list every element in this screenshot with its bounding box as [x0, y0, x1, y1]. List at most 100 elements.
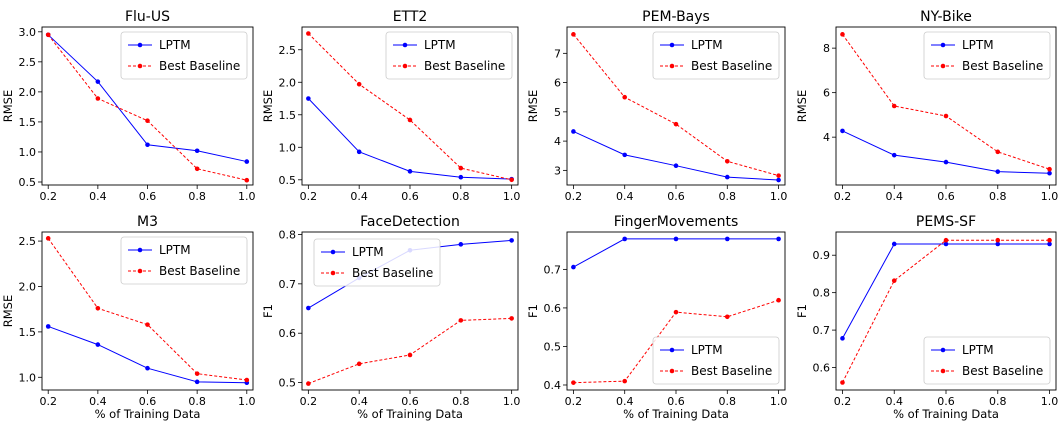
- data-point: [724, 314, 730, 320]
- data-point: [840, 380, 845, 385]
- x-tick-label: 0.2: [39, 395, 57, 408]
- data-point: [673, 236, 679, 242]
- data-point: [145, 365, 150, 371]
- x-tick-label: 0.6: [937, 190, 955, 203]
- legend-marker: [669, 368, 675, 374]
- series-line-best-baseline: [573, 33, 779, 177]
- x-tick-label: 1.0: [503, 190, 521, 203]
- chart-1: Flu-US 0.2 0.4 0.6 0.8 1.0 0.5 1.0 1.5 2.0 2.5 3.0 R…: [1, 9, 256, 203]
- data-point: [458, 174, 464, 180]
- legend-label: LPTM: [352, 245, 384, 259]
- x-tick-label: 0.6: [139, 190, 157, 203]
- y-tick-label: 6: [823, 87, 830, 100]
- legend-label: LPTM: [159, 38, 191, 52]
- series-line-lptm: [842, 130, 1050, 174]
- data-point: [1047, 241, 1052, 247]
- legend-box: [923, 336, 1051, 385]
- data-point: [622, 378, 628, 384]
- data-point: [840, 128, 845, 134]
- legend-marker: [402, 42, 408, 48]
- x-tick-label: 1.0: [238, 395, 256, 408]
- chart-8: PEMS-SF 0.2 0.4 0.6 0.8 1.0 0.6 0.7 0.8 0.9 F1 % of…: [795, 214, 1058, 421]
- x-tick-label: 0.6: [937, 395, 955, 408]
- y-tick-label: 3.0: [19, 26, 37, 39]
- x-tick-label: 0.8: [989, 190, 1007, 203]
- data-point: [194, 379, 200, 385]
- legend-marker: [669, 42, 675, 48]
- legend: LPTM Best Baseline: [385, 31, 513, 80]
- data-point: [891, 241, 897, 247]
- data-point: [458, 165, 464, 171]
- y-tick-label: 7: [554, 47, 561, 60]
- data-point: [891, 278, 897, 283]
- x-tick-label: 1.0: [770, 395, 788, 408]
- data-point: [943, 113, 949, 119]
- data-point: [306, 96, 311, 101]
- legend-label: Best Baseline: [691, 59, 772, 73]
- chart-title: FingerMovements: [614, 214, 739, 230]
- x-tick-label: 0.6: [401, 190, 419, 203]
- data-point: [194, 371, 200, 376]
- data-point: [356, 149, 362, 155]
- x-tick-label: 0.4: [89, 190, 107, 203]
- y-tick-label: 0.6: [279, 327, 297, 340]
- y-tick-label: 0.5: [279, 174, 297, 187]
- data-point: [622, 152, 628, 158]
- data-point: [45, 324, 51, 329]
- y-tick-label: 2.0: [19, 280, 37, 293]
- y-axis-label: RMSE: [1, 295, 15, 327]
- x-tick-label: 1.0: [238, 190, 256, 203]
- y-tick-label: 0.6: [813, 362, 831, 375]
- legend-marker: [330, 270, 336, 276]
- x-tick-label: 0.2: [300, 190, 318, 203]
- y-axis-label: F1: [526, 304, 540, 318]
- x-axis-label: % of Training Data: [623, 407, 729, 421]
- y-tick-label: 0.9: [813, 249, 831, 262]
- x-tick-label: 0.6: [667, 190, 685, 203]
- x-tick-label: 0.2: [834, 395, 852, 408]
- legend-marker: [940, 42, 946, 48]
- x-tick-label: 0.2: [300, 395, 318, 408]
- legend: LPTM Best Baseline: [923, 336, 1051, 385]
- data-point: [244, 159, 250, 164]
- data-point: [1047, 237, 1052, 243]
- data-point: [571, 32, 576, 37]
- x-tick-label: 1.0: [770, 190, 788, 203]
- x-tick-label: 0.8: [188, 395, 206, 408]
- legend-box: [120, 236, 248, 285]
- y-tick-label: 2.5: [279, 44, 297, 57]
- legend-marker: [402, 63, 408, 69]
- data-point: [407, 117, 413, 123]
- x-tick-label: 0.4: [885, 395, 903, 408]
- data-point: [891, 152, 897, 158]
- data-point: [995, 149, 1001, 155]
- x-tick-label: 0.4: [350, 190, 368, 203]
- series-line-lptm: [48, 325, 247, 384]
- x-tick-label: 0.2: [565, 395, 583, 408]
- data-point: [145, 118, 150, 124]
- y-tick-label: 1.5: [19, 116, 37, 129]
- x-tick-label: 1.0: [1041, 395, 1059, 408]
- y-tick-label: 1.5: [19, 326, 37, 339]
- chart-4: NY-Bike 0.2 0.4 0.6 0.8 1.0 4 6 8 RMSE LPTM Best Ba…: [795, 9, 1058, 203]
- legend: LPTM Best Baseline: [652, 31, 780, 80]
- data-point: [509, 238, 514, 243]
- y-tick-label: 2.0: [19, 86, 37, 99]
- y-tick-label: 0.5: [544, 340, 562, 353]
- data-point: [776, 173, 781, 178]
- legend-marker: [137, 268, 143, 274]
- data-point: [943, 237, 949, 243]
- series-line-best-baseline: [47, 238, 247, 381]
- data-point: [776, 297, 781, 303]
- series-line-best-baseline: [308, 317, 512, 385]
- legend-marker: [940, 368, 946, 374]
- chart-6: FaceDetection 0.2 0.4 0.6 0.8 1.0 0.5 0.6 0.7 0.8…: [261, 214, 520, 421]
- x-tick-label: 0.8: [452, 395, 470, 408]
- data-point: [509, 177, 514, 183]
- x-tick-label: 0.4: [616, 395, 634, 408]
- chart-title: M3: [137, 214, 158, 230]
- data-point: [458, 242, 464, 247]
- x-axis-label: % of Training Data: [95, 407, 201, 421]
- y-axis-label: RMSE: [1, 90, 15, 122]
- data-point: [45, 32, 51, 38]
